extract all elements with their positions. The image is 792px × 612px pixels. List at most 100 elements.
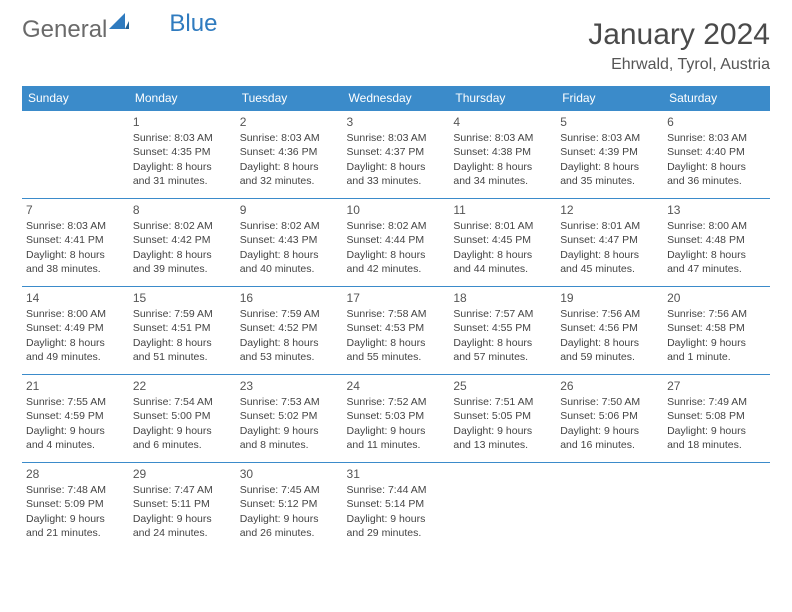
daylight-text: Daylight: 9 hours and 4 minutes. (26, 424, 125, 452)
daylight-text: Daylight: 9 hours and 6 minutes. (133, 424, 232, 452)
sunrise-text: Sunrise: 8:03 AM (133, 131, 232, 145)
sunrise-text: Sunrise: 8:01 AM (560, 219, 659, 233)
calendar-day-cell: 25Sunrise: 7:51 AMSunset: 5:05 PMDayligh… (449, 375, 556, 463)
calendar-table: Sunday Monday Tuesday Wednesday Thursday… (22, 86, 770, 551)
sunrise-text: Sunrise: 8:00 AM (667, 219, 766, 233)
sunset-text: Sunset: 4:47 PM (560, 233, 659, 247)
calendar-day-cell: 11Sunrise: 8:01 AMSunset: 4:45 PMDayligh… (449, 199, 556, 287)
weekday-header: Sunday (22, 86, 129, 111)
daylight-text: Daylight: 8 hours and 59 minutes. (560, 336, 659, 364)
day-number: 12 (560, 202, 659, 218)
calendar-day-cell: 14Sunrise: 8:00 AMSunset: 4:49 PMDayligh… (22, 287, 129, 375)
calendar-body: 1Sunrise: 8:03 AMSunset: 4:35 PMDaylight… (22, 111, 770, 551)
sunrise-text: Sunrise: 8:03 AM (667, 131, 766, 145)
sunrise-text: Sunrise: 8:03 AM (26, 219, 125, 233)
day-number: 6 (667, 114, 766, 130)
calendar-day-cell: 27Sunrise: 7:49 AMSunset: 5:08 PMDayligh… (663, 375, 770, 463)
day-number: 2 (240, 114, 339, 130)
calendar-week-row: 1Sunrise: 8:03 AMSunset: 4:35 PMDaylight… (22, 111, 770, 199)
calendar-day-cell (556, 463, 663, 551)
day-number: 13 (667, 202, 766, 218)
sunset-text: Sunset: 5:00 PM (133, 409, 232, 423)
sunset-text: Sunset: 5:02 PM (240, 409, 339, 423)
day-number: 4 (453, 114, 552, 130)
day-number: 11 (453, 202, 552, 218)
weekday-header: Tuesday (236, 86, 343, 111)
daylight-text: Daylight: 9 hours and 26 minutes. (240, 512, 339, 540)
sunset-text: Sunset: 4:45 PM (453, 233, 552, 247)
day-number: 19 (560, 290, 659, 306)
calendar-week-row: 7Sunrise: 8:03 AMSunset: 4:41 PMDaylight… (22, 199, 770, 287)
day-number: 30 (240, 466, 339, 482)
calendar-day-cell: 28Sunrise: 7:48 AMSunset: 5:09 PMDayligh… (22, 463, 129, 551)
calendar-week-row: 28Sunrise: 7:48 AMSunset: 5:09 PMDayligh… (22, 463, 770, 551)
daylight-text: Daylight: 9 hours and 24 minutes. (133, 512, 232, 540)
calendar-day-cell: 31Sunrise: 7:44 AMSunset: 5:14 PMDayligh… (343, 463, 450, 551)
brand-sail-icon (109, 10, 129, 34)
daylight-text: Daylight: 8 hours and 34 minutes. (453, 160, 552, 188)
sunrise-text: Sunrise: 7:48 AM (26, 483, 125, 497)
weekday-header: Monday (129, 86, 236, 111)
sunset-text: Sunset: 4:49 PM (26, 321, 125, 335)
day-number: 29 (133, 466, 232, 482)
day-number: 21 (26, 378, 125, 394)
sunset-text: Sunset: 4:36 PM (240, 145, 339, 159)
calendar-day-cell: 8Sunrise: 8:02 AMSunset: 4:42 PMDaylight… (129, 199, 236, 287)
sunrise-text: Sunrise: 8:02 AM (347, 219, 446, 233)
calendar-day-cell: 21Sunrise: 7:55 AMSunset: 4:59 PMDayligh… (22, 375, 129, 463)
calendar-day-cell (663, 463, 770, 551)
calendar-day-cell: 19Sunrise: 7:56 AMSunset: 4:56 PMDayligh… (556, 287, 663, 375)
day-number: 17 (347, 290, 446, 306)
sunrise-text: Sunrise: 7:53 AM (240, 395, 339, 409)
day-number: 27 (667, 378, 766, 394)
calendar-day-cell: 15Sunrise: 7:59 AMSunset: 4:51 PMDayligh… (129, 287, 236, 375)
calendar-day-cell: 13Sunrise: 8:00 AMSunset: 4:48 PMDayligh… (663, 199, 770, 287)
calendar-day-cell: 3Sunrise: 8:03 AMSunset: 4:37 PMDaylight… (343, 111, 450, 199)
sunset-text: Sunset: 4:51 PM (133, 321, 232, 335)
sunrise-text: Sunrise: 8:03 AM (560, 131, 659, 145)
daylight-text: Daylight: 9 hours and 18 minutes. (667, 424, 766, 452)
calendar-day-cell: 26Sunrise: 7:50 AMSunset: 5:06 PMDayligh… (556, 375, 663, 463)
daylight-text: Daylight: 8 hours and 36 minutes. (667, 160, 766, 188)
daylight-text: Daylight: 8 hours and 44 minutes. (453, 248, 552, 276)
calendar-week-row: 14Sunrise: 8:00 AMSunset: 4:49 PMDayligh… (22, 287, 770, 375)
sunset-text: Sunset: 4:55 PM (453, 321, 552, 335)
weekday-header: Friday (556, 86, 663, 111)
daylight-text: Daylight: 8 hours and 55 minutes. (347, 336, 446, 364)
daylight-text: Daylight: 9 hours and 13 minutes. (453, 424, 552, 452)
sunset-text: Sunset: 4:48 PM (667, 233, 766, 247)
sunset-text: Sunset: 4:43 PM (240, 233, 339, 247)
calendar-day-cell: 22Sunrise: 7:54 AMSunset: 5:00 PMDayligh… (129, 375, 236, 463)
sunset-text: Sunset: 4:38 PM (453, 145, 552, 159)
calendar-day-cell: 29Sunrise: 7:47 AMSunset: 5:11 PMDayligh… (129, 463, 236, 551)
daylight-text: Daylight: 9 hours and 21 minutes. (26, 512, 125, 540)
day-number: 3 (347, 114, 446, 130)
sunrise-text: Sunrise: 7:59 AM (240, 307, 339, 321)
sunset-text: Sunset: 5:09 PM (26, 497, 125, 511)
sunset-text: Sunset: 5:11 PM (133, 497, 232, 511)
calendar-day-cell: 7Sunrise: 8:03 AMSunset: 4:41 PMDaylight… (22, 199, 129, 287)
sunset-text: Sunset: 4:44 PM (347, 233, 446, 247)
daylight-text: Daylight: 9 hours and 8 minutes. (240, 424, 339, 452)
sunrise-text: Sunrise: 8:00 AM (26, 307, 125, 321)
calendar-day-cell: 30Sunrise: 7:45 AMSunset: 5:12 PMDayligh… (236, 463, 343, 551)
weekday-header-row: Sunday Monday Tuesday Wednesday Thursday… (22, 86, 770, 111)
day-number: 10 (347, 202, 446, 218)
sunrise-text: Sunrise: 7:56 AM (667, 307, 766, 321)
sunrise-text: Sunrise: 7:45 AM (240, 483, 339, 497)
calendar-day-cell: 12Sunrise: 8:01 AMSunset: 4:47 PMDayligh… (556, 199, 663, 287)
sunset-text: Sunset: 4:39 PM (560, 145, 659, 159)
sunrise-text: Sunrise: 8:03 AM (240, 131, 339, 145)
sunset-text: Sunset: 5:03 PM (347, 409, 446, 423)
sunset-text: Sunset: 4:53 PM (347, 321, 446, 335)
calendar-day-cell: 20Sunrise: 7:56 AMSunset: 4:58 PMDayligh… (663, 287, 770, 375)
day-number: 18 (453, 290, 552, 306)
sunrise-text: Sunrise: 7:56 AM (560, 307, 659, 321)
calendar-day-cell: 18Sunrise: 7:57 AMSunset: 4:55 PMDayligh… (449, 287, 556, 375)
sunset-text: Sunset: 4:41 PM (26, 233, 125, 247)
brand-part1: General (22, 18, 107, 42)
sunset-text: Sunset: 4:40 PM (667, 145, 766, 159)
sunrise-text: Sunrise: 7:52 AM (347, 395, 446, 409)
daylight-text: Daylight: 9 hours and 16 minutes. (560, 424, 659, 452)
day-number: 9 (240, 202, 339, 218)
